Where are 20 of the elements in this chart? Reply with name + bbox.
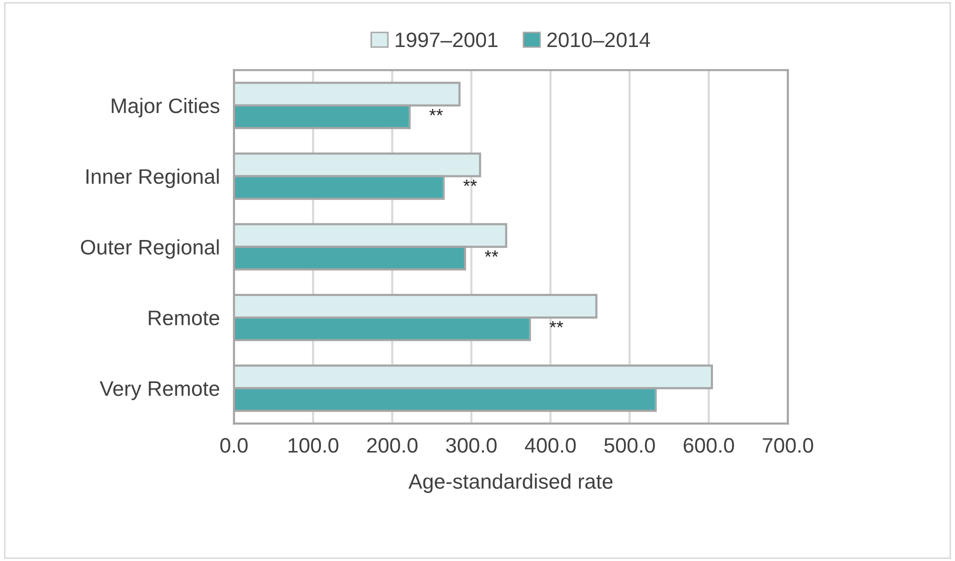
x-tick-label: 400.0 (524, 438, 576, 453)
annotation: ** (484, 250, 498, 257)
annotation: ** (429, 109, 443, 116)
annotation: ** (550, 321, 564, 328)
x-tick-label: 700.0 (762, 438, 814, 453)
x-tick-label: 500.0 (604, 438, 655, 453)
x-tick-label: 100.0 (288, 438, 338, 453)
x-tick-label: 0.0 (220, 438, 248, 453)
annotation: ** (463, 180, 477, 186)
y-tick-label: Inner Regional (86, 168, 219, 188)
y-tick-label: Very Remote (100, 381, 220, 400)
y-tick-label: Remote (148, 310, 220, 326)
x-tick-label: 200.0 (367, 438, 418, 453)
x-tick-label: 600.0 (684, 438, 734, 453)
legend-label: 1997–2001 (396, 32, 498, 48)
y-tick-label: Outer Regional (80, 239, 219, 259)
y-tick-label: Major Cities (112, 98, 220, 118)
x-axis-title: Age-standardised rate (408, 474, 612, 493)
x-tick-label: 300.0 (446, 438, 497, 453)
legend-label: 2010–2014 (547, 32, 650, 48)
